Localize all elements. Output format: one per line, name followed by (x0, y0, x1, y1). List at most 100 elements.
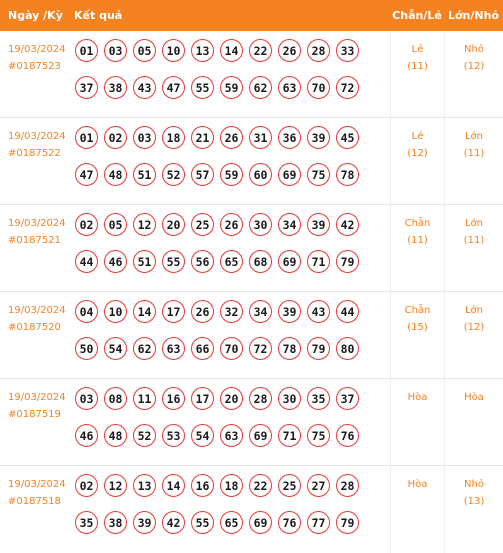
number-ball: 04 (75, 300, 98, 323)
big-small-cell: Lớn (11) (444, 118, 503, 204)
even-odd-value: Hòa (407, 479, 428, 490)
number-ball: 16 (162, 387, 185, 410)
result-cell: 04 10 14 17 26 32 34 39 43 44 50 54 62 63 66 70 72 78 79 80 (74, 292, 390, 378)
ball-line: 02 05 12 20 25 26 30 34 39 42 (74, 211, 390, 241)
number-ball: 60 (249, 163, 272, 186)
number-ball: 48 (104, 424, 127, 447)
even-odd-cell: Chẵn (15) (390, 292, 444, 378)
big-small-value: Lớn (464, 305, 484, 316)
number-ball: 51 (133, 250, 156, 273)
ball-line: 46 48 52 53 54 63 69 71 75 76 (74, 422, 390, 452)
big-small-cell: Lớn (11) (444, 205, 503, 291)
number-ball: 69 (249, 424, 272, 447)
number-ball: 45 (336, 126, 359, 149)
number-ball: 62 (249, 76, 272, 99)
number-ball: 75 (307, 163, 330, 186)
ball-line: 37 38 43 47 55 59 62 63 70 72 (74, 74, 390, 104)
number-ball: 02 (104, 126, 127, 149)
header-result: Kết quả (74, 9, 123, 22)
date-cell: 19/03/2024 #0187518 (0, 466, 74, 553)
even-odd-value: Lẻ (411, 131, 424, 142)
number-ball: 10 (104, 300, 127, 323)
number-ball: 03 (133, 126, 156, 149)
big-small-cell: Nhỏ (13) (444, 466, 503, 553)
number-ball: 38 (104, 511, 127, 534)
even-odd-cell: Lẻ (11) (390, 31, 444, 117)
number-ball: 22 (249, 39, 272, 62)
even-odd-value: Hòa (407, 392, 428, 403)
table-body: 19/03/2024 #0187523 01 03 05 10 13 14 22 26 28 33 37… (0, 31, 503, 553)
number-ball: 76 (278, 511, 301, 534)
draw-date: 19/03/2024 (8, 218, 66, 229)
result-cell: 01 03 05 10 13 14 22 26 28 33 37 38 43 47 55 59 62 63 70 72 (74, 31, 390, 117)
number-ball: 72 (249, 337, 272, 360)
big-small-value: Nhỏ (464, 44, 484, 55)
number-ball: 36 (278, 126, 301, 149)
even-odd-count: (12) (407, 148, 428, 159)
number-ball: 79 (336, 511, 359, 534)
number-ball: 14 (220, 39, 243, 62)
draw-id: #0187519 (8, 409, 61, 420)
number-ball: 39 (307, 126, 330, 149)
number-ball: 12 (133, 213, 156, 236)
number-ball: 13 (191, 39, 214, 62)
number-ball: 20 (162, 213, 185, 236)
ball-line: 04 10 14 17 26 32 34 39 43 44 (74, 298, 390, 328)
header-date: Ngày /Kỳ (8, 9, 63, 22)
number-ball: 17 (162, 300, 185, 323)
even-odd-value: Lẻ (411, 44, 424, 55)
result-cell: 02 12 13 14 16 18 22 25 27 28 35 38 39 42 55 65 69 76 77 79 (74, 466, 390, 553)
number-ball: 34 (249, 300, 272, 323)
number-ball: 39 (307, 213, 330, 236)
date-cell: 19/03/2024 #0187523 (0, 31, 74, 117)
draw-id: #0187520 (8, 322, 61, 333)
ball-line: 50 54 62 63 66 70 72 78 79 80 (74, 335, 390, 365)
number-ball: 42 (162, 511, 185, 534)
draw-date: 19/03/2024 (8, 44, 66, 55)
big-small-count: (11) (463, 235, 485, 246)
table-header: Ngày /Kỳ Kết quả Chẵn/Lẻ Lớn/Nhỏ (0, 0, 503, 31)
number-ball: 38 (104, 76, 127, 99)
number-ball: 72 (336, 76, 359, 99)
even-odd-value: Chẵn (404, 305, 431, 316)
number-ball: 65 (220, 511, 243, 534)
number-ball: 53 (162, 424, 185, 447)
even-odd-count: (15) (407, 322, 428, 333)
number-ball: 69 (278, 163, 301, 186)
number-ball: 05 (104, 213, 127, 236)
number-ball: 26 (278, 39, 301, 62)
number-ball: 27 (307, 474, 330, 497)
number-ball: 71 (278, 424, 301, 447)
number-ball: 50 (75, 337, 98, 360)
big-small-cell: Hòa (444, 379, 503, 465)
number-ball: 18 (220, 474, 243, 497)
ball-line: 01 03 05 10 13 14 22 26 28 33 (74, 37, 390, 67)
table-row: 19/03/2024 #0187522 01 02 03 18 21 26 31 36 39 45 47… (0, 118, 503, 205)
number-ball: 10 (162, 39, 185, 62)
number-ball: 46 (75, 424, 98, 447)
draw-date: 19/03/2024 (8, 305, 66, 316)
number-ball: 54 (191, 424, 214, 447)
number-ball: 62 (133, 337, 156, 360)
number-ball: 55 (191, 511, 214, 534)
big-small-value: Nhỏ (464, 479, 484, 490)
big-small-count: (11) (463, 148, 485, 159)
number-ball: 30 (278, 387, 301, 410)
number-ball: 13 (133, 474, 156, 497)
number-ball: 66 (191, 337, 214, 360)
number-ball: 33 (336, 39, 359, 62)
ball-line: 44 46 51 55 56 65 68 69 71 79 (74, 248, 390, 278)
even-odd-cell: Hòa (390, 466, 444, 553)
date-cell: 19/03/2024 #0187519 (0, 379, 74, 465)
big-small-count: (13) (463, 496, 485, 507)
number-ball: 46 (104, 250, 127, 273)
even-odd-cell: Chẵn (11) (390, 205, 444, 291)
number-ball: 63 (162, 337, 185, 360)
number-ball: 28 (336, 474, 359, 497)
draw-id: #0187521 (8, 235, 61, 246)
number-ball: 25 (278, 474, 301, 497)
number-ball: 35 (307, 387, 330, 410)
big-small-count: (12) (463, 61, 485, 72)
number-ball: 43 (307, 300, 330, 323)
number-ball: 35 (75, 511, 98, 534)
